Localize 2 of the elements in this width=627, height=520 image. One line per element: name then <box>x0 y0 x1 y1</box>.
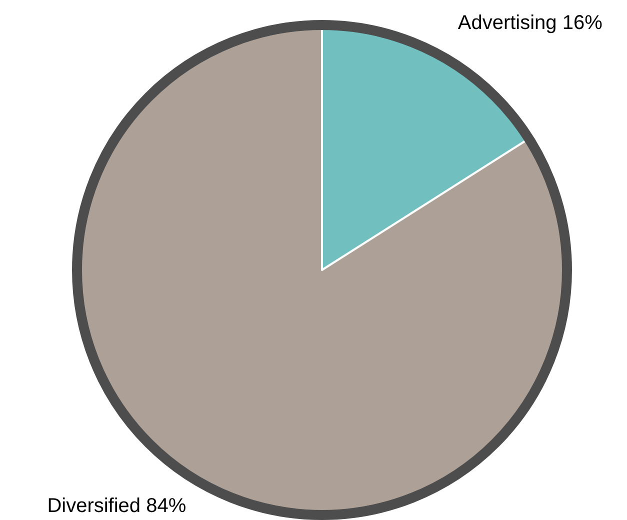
slice-label: Advertising 16% <box>458 12 603 34</box>
slice-label: Diversified 84% <box>47 495 186 517</box>
